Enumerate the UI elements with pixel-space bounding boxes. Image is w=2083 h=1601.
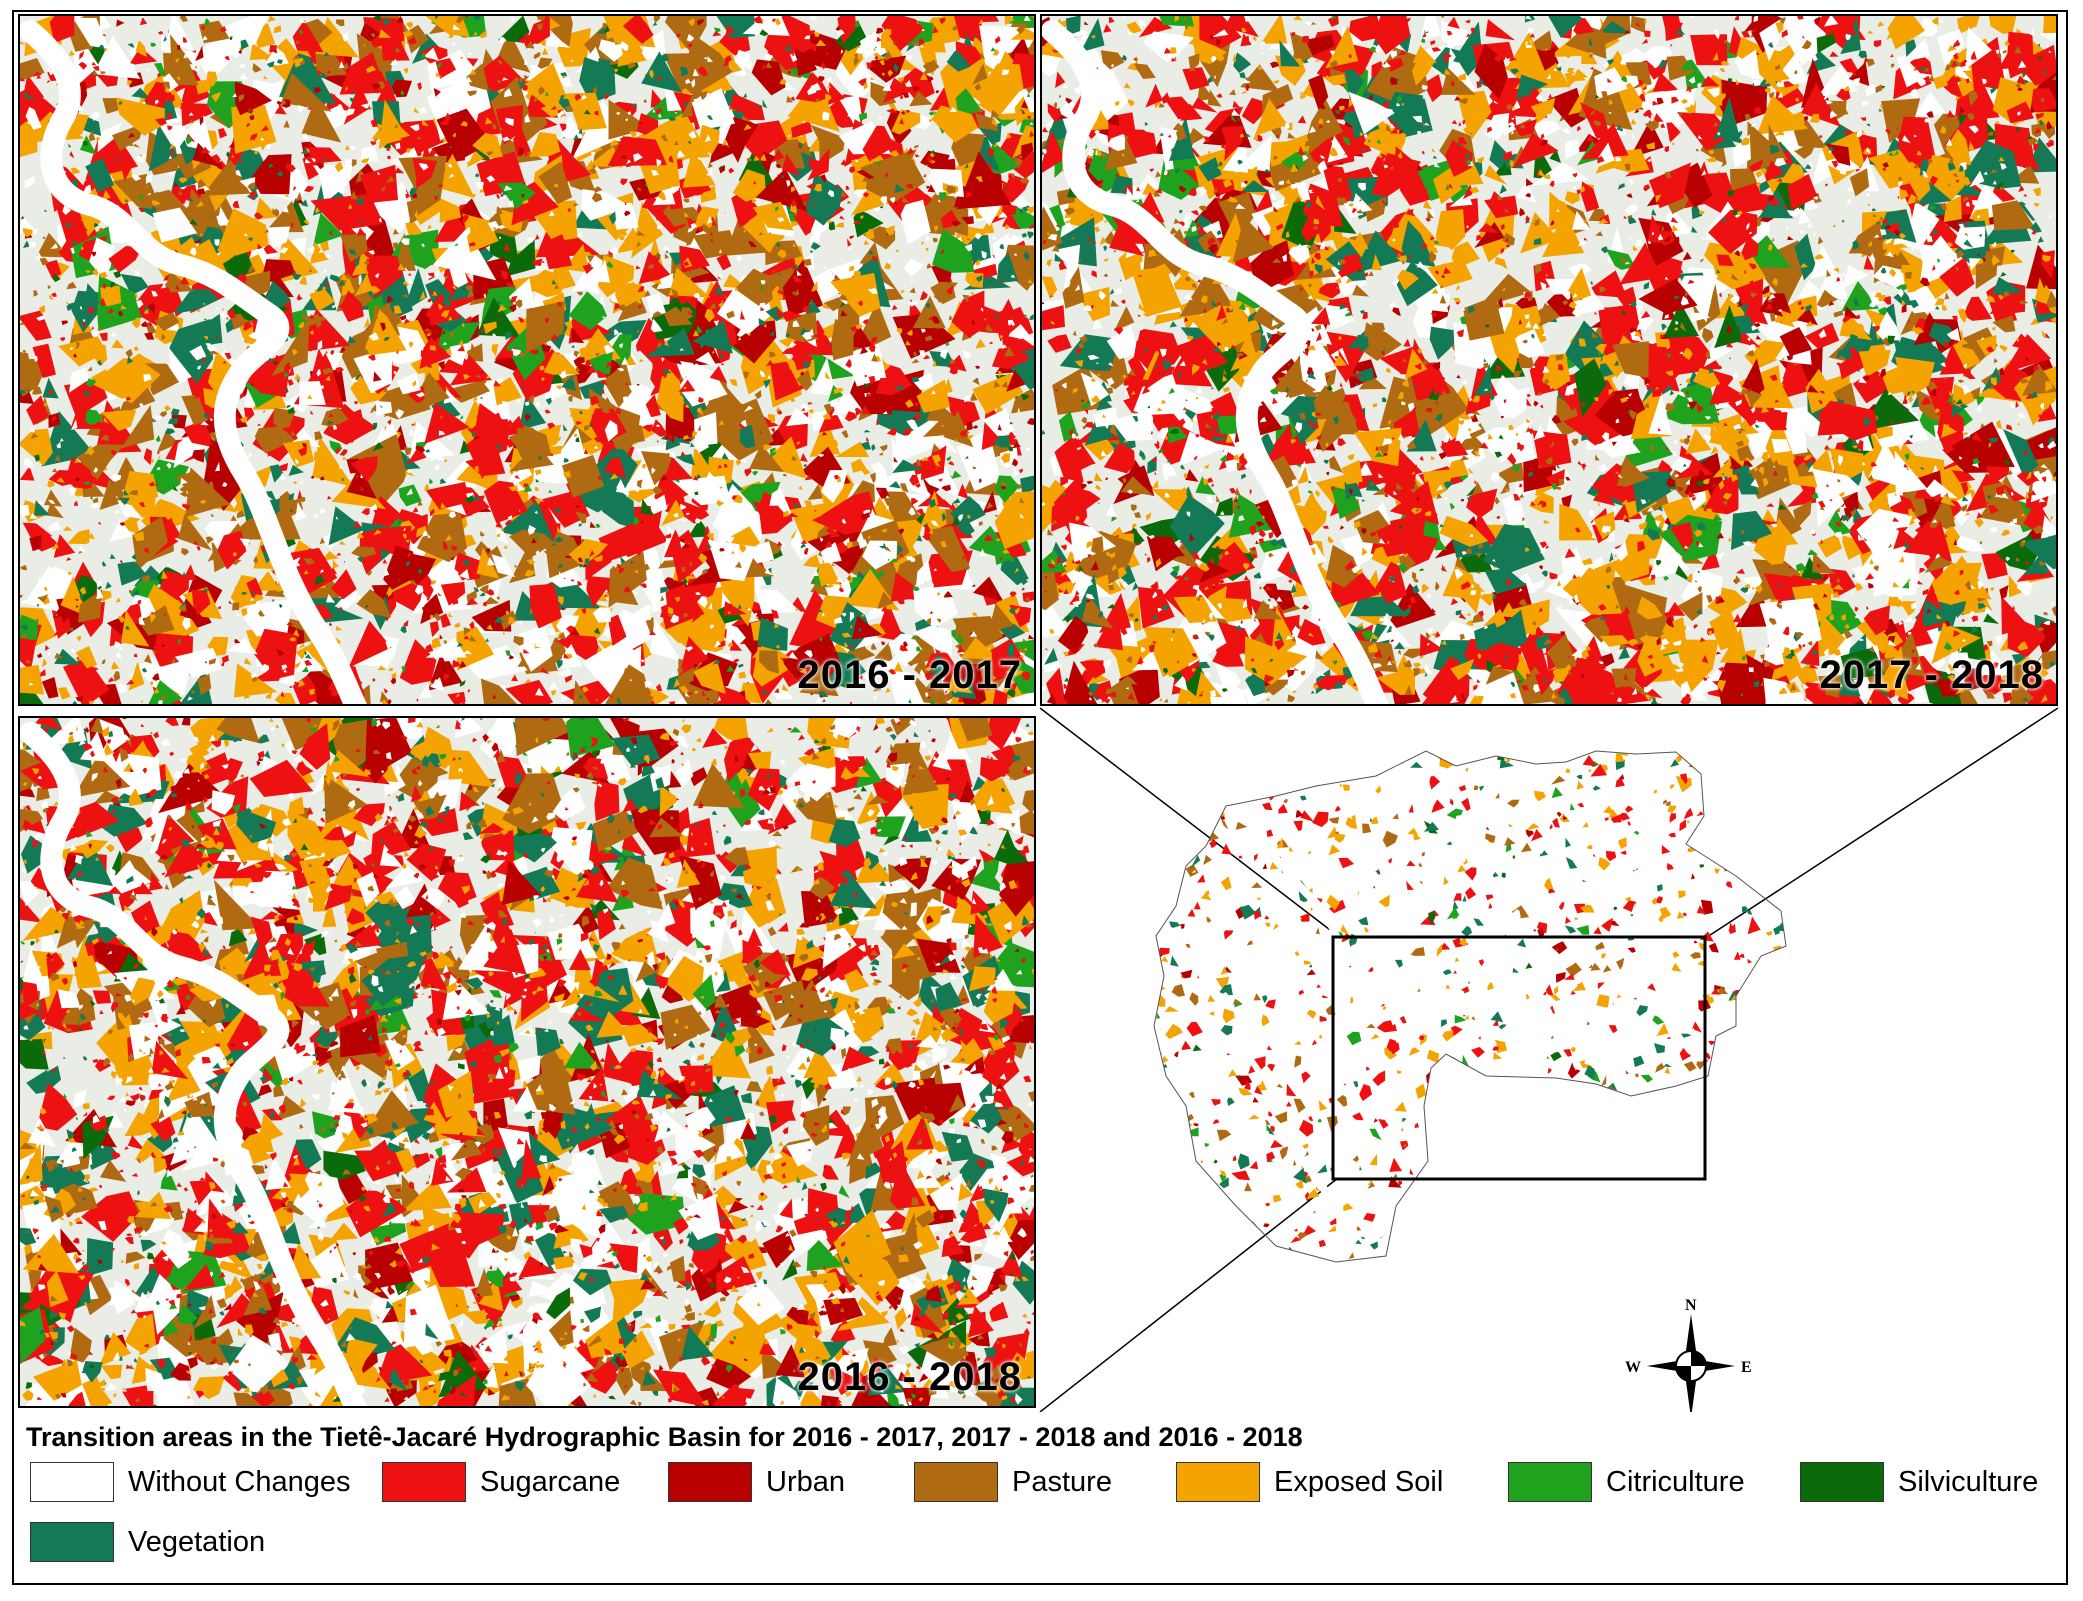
river-reservoir: [20, 721, 367, 1406]
river-reservoir: [1042, 19, 1389, 704]
transition-map-raster: [1042, 16, 2056, 704]
legend-item: Without Changes: [30, 1462, 350, 1502]
compass-e-label: E: [1741, 1359, 1752, 1376]
map-panel-2016-2017: 2016 - 2017: [18, 14, 1036, 706]
legend-label: Citriculture: [1606, 1465, 1745, 1498]
legend-item: Silviculture: [1800, 1462, 2038, 1502]
legend-label: Sugarcane: [480, 1465, 621, 1498]
transition-map-raster: [20, 718, 1034, 1406]
legend-label: Exposed Soil: [1274, 1465, 1444, 1498]
legend-label: Without Changes: [128, 1465, 351, 1498]
basin-outline: [1153, 750, 1787, 1263]
panel-label: 2017 - 2018: [1819, 653, 2044, 697]
panel-label: 2016 - 2017: [797, 653, 1022, 697]
legend: Without Changes Sugarcane Urban Pasture …: [30, 1462, 2060, 1582]
legend-swatch: [668, 1462, 752, 1502]
study-area-box: [1331, 935, 1707, 1181]
legend-swatch: [382, 1462, 466, 1502]
legend-label: Silviculture: [1898, 1465, 2039, 1498]
legend-swatch: [914, 1462, 998, 1502]
compass-rose-icon: N S E W: [1625, 1297, 1752, 1412]
river-reservoir: [1207, 798, 1370, 1118]
legend-item: Exposed Soil: [1176, 1462, 1443, 1502]
river-reservoir: [20, 19, 367, 704]
legend-label: Urban: [766, 1465, 845, 1498]
transition-map-raster: [20, 16, 1034, 704]
legend-swatch: [30, 1462, 114, 1502]
legend-item: Urban: [668, 1462, 845, 1502]
compass-w-label: W: [1625, 1359, 1641, 1376]
figure-title: Transition areas in the Tietê-Jacaré Hyd…: [26, 1422, 1303, 1452]
basin-raster: [1154, 751, 1786, 1262]
leader-line: [1039, 707, 1339, 937]
legend-swatch: [30, 1522, 114, 1562]
map-panel-2016-2018: 2016 - 2018: [18, 716, 1036, 1408]
legend-item: Citriculture: [1508, 1462, 1745, 1502]
legend-label: Vegetation: [128, 1525, 266, 1558]
legend-item: Pasture: [914, 1462, 1112, 1502]
basin-overview-map: N S E W: [1039, 707, 2059, 1412]
compass-n-label: N: [1685, 1297, 1697, 1314]
panel-label: 2016 - 2018: [797, 1355, 1022, 1399]
legend-swatch: [1176, 1462, 1260, 1502]
legend-label: Pasture: [1012, 1465, 1112, 1498]
legend-item: Vegetation: [30, 1522, 265, 1562]
leader-line: [1039, 1177, 1339, 1412]
leader-line: [1703, 707, 2059, 940]
map-panel-2017-2018: 2017 - 2018: [1040, 14, 2058, 706]
legend-swatch: [1800, 1462, 1884, 1502]
legend-item: Sugarcane: [382, 1462, 620, 1502]
legend-swatch: [1508, 1462, 1592, 1502]
